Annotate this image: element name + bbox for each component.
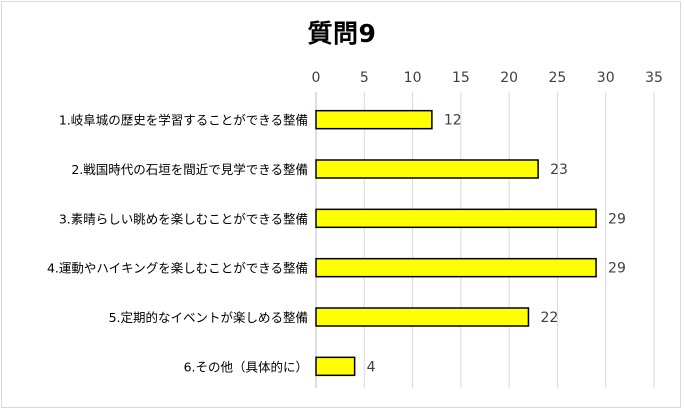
x-tick-label: 30	[597, 70, 615, 86]
x-tick-label: 15	[452, 70, 470, 86]
data-label: 29	[608, 211, 626, 227]
x-tick-label: 35	[645, 70, 663, 86]
data-label: 23	[550, 162, 568, 178]
x-tick-label: 25	[549, 70, 567, 86]
data-label: 22	[540, 310, 558, 326]
category-label: 3.素晴らしい眺めを楽しむことができる整備	[59, 211, 308, 226]
category-label: 2.戦国時代の石垣を間近で見学できる整備	[71, 162, 308, 177]
category-label: 1.岐阜城の歴史を学習することができる整備	[59, 113, 308, 128]
x-tick-label: 10	[404, 70, 422, 86]
x-tick-label: 0	[312, 70, 321, 86]
category-label: 5.定期的なイベントが楽しめる整備	[109, 310, 308, 325]
data-label: 12	[444, 113, 462, 129]
data-label: 4	[367, 359, 376, 375]
category-label: 4.運動やハイキングを楽しむことができる整備	[47, 261, 308, 276]
x-tick-label: 20	[500, 70, 518, 86]
bar	[315, 159, 539, 179]
x-tick-label: 5	[360, 70, 369, 86]
bar	[315, 307, 530, 327]
category-label: 6.その他（具体的に）	[184, 359, 308, 374]
bar	[315, 257, 597, 278]
chart-title: 質問9	[307, 19, 377, 48]
bar	[315, 208, 597, 229]
bar	[315, 109, 433, 130]
bar	[315, 356, 356, 377]
data-label: 29	[608, 261, 626, 277]
